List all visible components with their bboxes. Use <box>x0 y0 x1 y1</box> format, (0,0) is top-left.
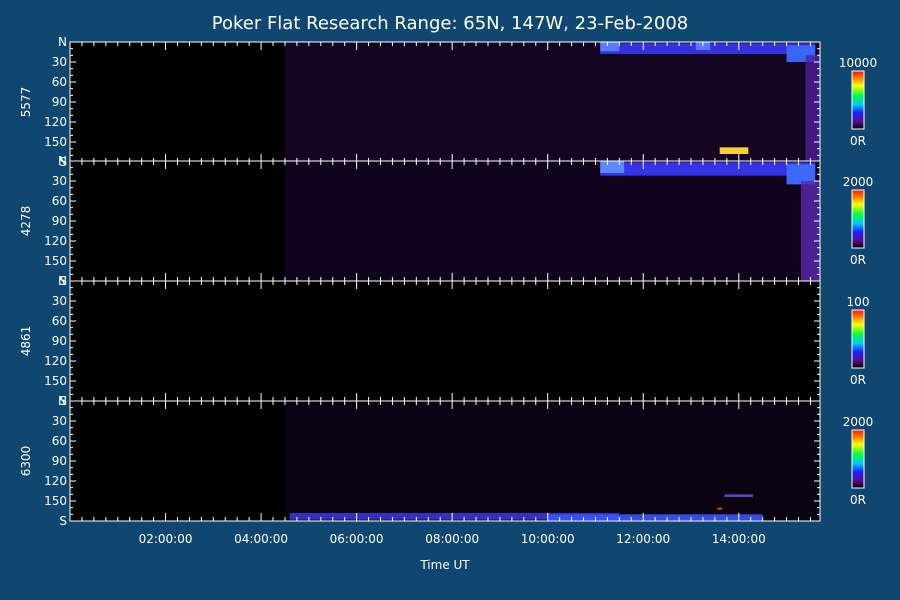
y-tick-label: 90 <box>52 334 67 348</box>
y-tick-label: 120 <box>44 354 67 368</box>
y-tick-label: N <box>58 154 67 168</box>
colorbar <box>851 309 865 369</box>
y-tick-label: 30 <box>52 414 67 428</box>
y-tick-label: 150 <box>44 494 67 508</box>
x-tick-label: 10:00:00 <box>521 532 575 546</box>
y-tick-label: 60 <box>52 434 67 448</box>
x-tick-label: 02:00:00 <box>139 532 193 546</box>
panel-wavelength-label: 4861 <box>19 326 33 357</box>
panel-background <box>70 42 820 162</box>
y-tick-label: S <box>59 155 67 169</box>
panel-wavelength-label: 5577 <box>19 87 33 118</box>
intensity-region <box>284 161 820 281</box>
intensity-region <box>284 401 820 521</box>
panel-5577: N 30 60 90 120 150 S 5577 10000 0R <box>19 35 877 169</box>
panel-6300: N 30 60 90 120 150 S 6300 2000 0R <box>19 394 873 528</box>
colorbar-min-label: 0R <box>850 493 866 507</box>
colorbar-max-label: 100 <box>847 295 870 309</box>
colorbar-max-label: 10000 <box>839 56 877 70</box>
intensity-region <box>786 164 816 185</box>
x-tick-label: 08:00:00 <box>425 532 479 546</box>
y-tick-label: 90 <box>52 214 67 228</box>
colorbar-max-label: 2000 <box>843 175 874 189</box>
y-tick-label: 120 <box>44 115 67 129</box>
y-tick-label: 150 <box>44 374 67 388</box>
colorbar <box>851 70 865 130</box>
panel-background <box>70 401 820 521</box>
x-tick-label: 12:00:00 <box>616 532 670 546</box>
y-tick-label: 30 <box>52 174 67 188</box>
y-tick-label: S <box>59 514 67 528</box>
panel-4278: N 30 60 90 120 150 S 4278 2000 0R <box>19 154 873 288</box>
y-tick-label: N <box>58 394 67 408</box>
panel-wavelength-label: 4278 <box>19 206 33 237</box>
x-tick-label: 14:00:00 <box>712 532 766 546</box>
panel-4861: N 30 60 90 120 150 S 4861 100 0R <box>19 274 869 408</box>
intensity-region <box>600 161 625 173</box>
y-tick-label: S <box>59 274 67 288</box>
colorbar-min-label: 0R <box>850 253 866 267</box>
panel-wavelength-label: 6300 <box>19 446 33 477</box>
intensity-region <box>284 42 820 162</box>
colorbar <box>851 429 865 489</box>
y-tick-label: 30 <box>52 55 67 69</box>
intensity-region <box>800 181 820 281</box>
intensity-region <box>717 507 723 510</box>
y-tick-label: 120 <box>44 234 67 248</box>
y-tick-label: 60 <box>52 75 67 89</box>
y-tick-label: S <box>59 394 67 408</box>
x-axis-label: Time UT <box>419 558 470 572</box>
y-tick-label: 150 <box>44 254 67 268</box>
intensity-region <box>600 162 816 176</box>
colorbar-min-label: 0R <box>850 134 866 148</box>
intensity-region <box>724 494 754 497</box>
y-tick-label: 60 <box>52 314 67 328</box>
intensity-region <box>289 513 620 520</box>
y-tick-label: N <box>58 274 67 288</box>
x-tick-label: 04:00:00 <box>234 532 288 546</box>
colorbar <box>851 189 865 249</box>
colorbar-min-label: 0R <box>850 373 866 387</box>
y-tick-label: 120 <box>44 474 67 488</box>
y-tick-label: N <box>58 35 67 49</box>
y-tick-label: 30 <box>52 294 67 308</box>
panel-background <box>70 281 820 401</box>
y-tick-label: 60 <box>52 194 67 208</box>
panel-background <box>70 161 820 281</box>
colorbar-max-label: 2000 <box>843 415 874 429</box>
x-tick-label: 06:00:00 <box>330 532 384 546</box>
chart-title: Poker Flat Research Range: 65N, 147W, 23… <box>212 13 688 34</box>
panels-group: N 30 60 90 120 150 S 5577 10000 0R N 30 60 90 120 150 S 4… <box>19 35 877 546</box>
intensity-region <box>600 42 620 52</box>
y-tick-label: 90 <box>52 454 67 468</box>
y-tick-label: 150 <box>44 135 67 149</box>
intensity-region <box>719 147 749 154</box>
y-tick-label: 90 <box>52 95 67 109</box>
